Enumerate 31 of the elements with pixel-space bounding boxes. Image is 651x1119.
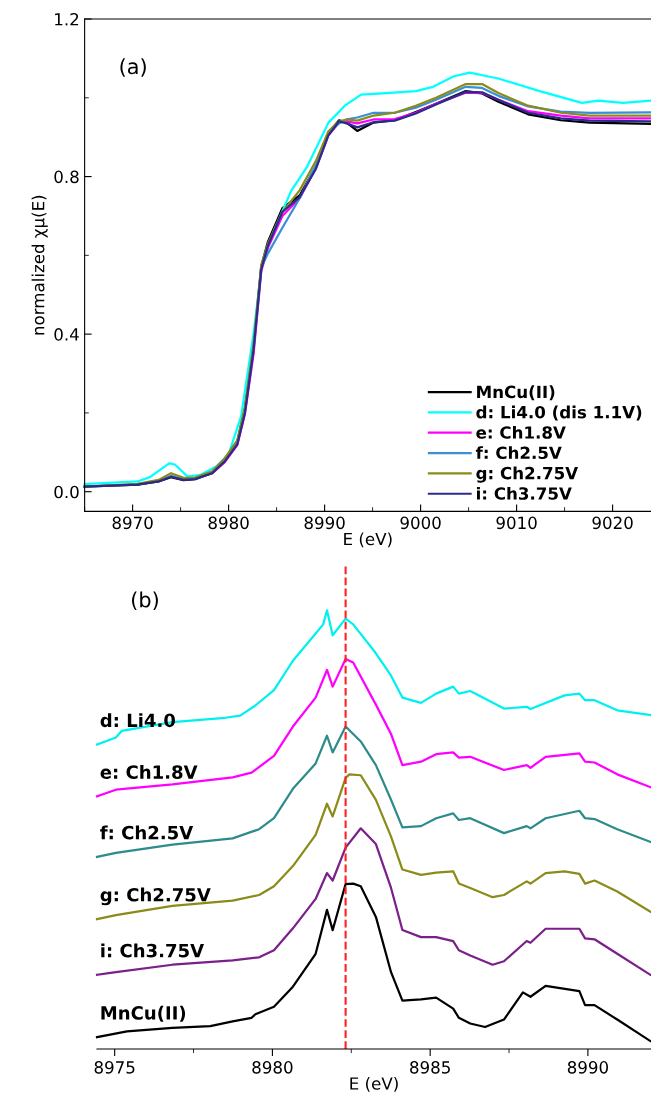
legend-label: g: Ch2.75V — [476, 466, 579, 483]
legend-label: d: Li4.0 (dis 1.1V) — [476, 405, 642, 421]
legend-label: i: Ch3.75V — [476, 486, 572, 500]
y-axis-title: normalized χμ(E) — [31, 195, 48, 335]
x-tick-label: 8980 — [208, 516, 249, 530]
x-tick-label: 9000 — [400, 516, 441, 530]
x-tick-label: 8975 — [94, 1061, 135, 1074]
x-tick-label: 8970 — [112, 516, 153, 530]
x-tick-label: 8980 — [252, 1061, 293, 1074]
text: (b) — [132, 591, 158, 611]
annotation: (a) — [120, 58, 146, 77]
y-tick-label: 0.8 — [54, 170, 79, 184]
legend-label: e: Ch1.8V — [476, 425, 566, 439]
x-tick-label: 8985 — [410, 1061, 450, 1074]
y-tick-label: 1.2 — [55, 12, 79, 26]
series-label: MnCu(II) — [101, 1005, 186, 1022]
y-tick-label: 0.0 — [54, 485, 79, 499]
series-label: e: Ch1.8V — [100, 764, 198, 779]
series-label: i: Ch3.75V — [101, 943, 205, 958]
legend-label: f: Ch2.5V — [475, 446, 562, 460]
x-tick-label: 9020 — [592, 516, 633, 530]
x-tick-label: 8990 — [304, 516, 345, 530]
x-axis-title: E (eV) — [344, 532, 392, 548]
series-label: g: Ch2.75V — [100, 887, 211, 906]
x-axis-title: E (eV) — [350, 1076, 398, 1092]
series-label: f: Ch2.5V — [100, 825, 194, 840]
x-tick-label: 9010 — [496, 516, 537, 530]
legend-label: MnCu(II) — [477, 385, 555, 401]
x-tick-label: 8990 — [567, 1061, 608, 1074]
series-label: d: Li4.0 — [100, 713, 176, 728]
y-tick-label: 0.4 — [54, 328, 79, 341]
